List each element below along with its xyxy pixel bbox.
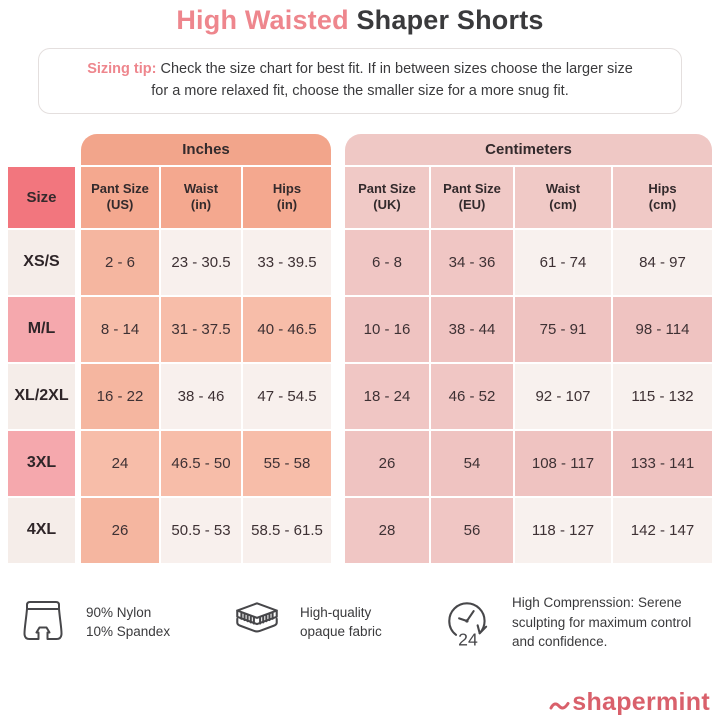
column-header-hips-in: Hips (in) xyxy=(243,166,331,228)
clock-24-icon: 24 xyxy=(442,595,496,649)
data-cell: 98 - 114 xyxy=(613,296,712,362)
column-header-waist-in: Waist (in) xyxy=(161,166,241,228)
data-cell: 23 - 30.5 xyxy=(161,229,241,295)
data-cell: 108 - 117 xyxy=(515,430,611,496)
brand-logo: shapermint xyxy=(549,688,710,717)
data-cell: 56 xyxy=(431,497,513,563)
title-highlight: High Waisted xyxy=(176,5,349,35)
inches-table: Inches Pant Size (US) Waist (in) Hips (i… xyxy=(81,133,331,563)
data-cell: 28 xyxy=(345,497,429,563)
data-cell: 54 xyxy=(431,430,513,496)
data-cell: 118 - 127 xyxy=(515,497,611,563)
centimeters-group-header: Centimeters xyxy=(345,133,712,165)
data-cell: 47 - 54.5 xyxy=(243,363,331,429)
data-cell: 115 - 132 xyxy=(613,363,712,429)
feature-compression: 24 High Comprenssion: Serene sculpting f… xyxy=(442,593,704,652)
data-cell: 40 - 46.5 xyxy=(243,296,331,362)
data-cell: 142 - 147 xyxy=(613,497,712,563)
data-cell: 38 - 46 xyxy=(161,363,241,429)
data-cell: 31 - 37.5 xyxy=(161,296,241,362)
data-cell: 133 - 141 xyxy=(613,430,712,496)
size-cell: XL/2XL xyxy=(8,363,75,429)
data-cell: 55 - 58 xyxy=(243,430,331,496)
data-cell: 26 xyxy=(345,430,429,496)
size-cell: 4XL xyxy=(8,497,75,563)
column-header-pant-size-us: Pant Size (US) xyxy=(81,166,159,228)
logo-squiggle-icon xyxy=(549,701,570,709)
data-cell: 6 - 8 xyxy=(345,229,429,295)
feature-text: 90% Nylon 10% Spandex xyxy=(86,604,171,640)
size-cell: M/L xyxy=(8,296,75,362)
size-cell: XS/S xyxy=(8,229,75,295)
data-cell: 10 - 16 xyxy=(345,296,429,362)
data-cell: 46 - 52 xyxy=(431,363,513,429)
column-header-waist-cm: Waist (cm) xyxy=(515,166,611,228)
svg-text:24: 24 xyxy=(458,630,478,650)
data-cell: 34 - 36 xyxy=(431,229,513,295)
data-cell: 16 - 22 xyxy=(81,363,159,429)
size-header-cell: Size xyxy=(8,166,75,228)
sizing-tip-text: Check the size chart for best fit. If in… xyxy=(151,61,633,100)
title-rest: Shaper Shorts xyxy=(348,5,544,35)
data-cell: 2 - 6 xyxy=(81,229,159,295)
data-cell: 33 - 39.5 xyxy=(243,229,331,295)
feature-text: High-quality opaque fabric xyxy=(300,604,382,640)
inches-group-header: Inches xyxy=(81,133,331,165)
data-cell: 24 xyxy=(81,430,159,496)
column-header-pant-size-eu: Pant Size (EU) xyxy=(431,166,513,228)
feature-material: 90% Nylon 10% Spandex xyxy=(16,596,230,648)
page-title: High Waisted Shaper Shorts xyxy=(0,0,720,36)
size-column: Size XS/S M/L XL/2XL 3XL 4XL xyxy=(8,134,75,563)
feature-text: High Comprenssion: Serene sculpting for … xyxy=(512,594,692,650)
sizing-tip-box: Sizing tip: Check the size chart for bes… xyxy=(38,48,682,114)
data-cell: 58.5 - 61.5 xyxy=(243,497,331,563)
data-cell: 18 - 24 xyxy=(345,363,429,429)
size-column-spacer xyxy=(8,134,75,165)
feature-fabric: High-quality opaque fabric xyxy=(230,598,442,646)
size-chart: Size XS/S M/L XL/2XL 3XL 4XL Inches Pant… xyxy=(0,133,720,563)
features: 90% Nylon 10% Spandex High-quality opaqu… xyxy=(0,593,720,652)
data-cell: 38 - 44 xyxy=(431,296,513,362)
centimeters-table: Centimeters Pant Size (UK) Pant Size (EU… xyxy=(345,133,712,563)
sizing-tip-label: Sizing tip: xyxy=(87,61,157,77)
logo-text: shapermint xyxy=(572,688,710,716)
column-header-hips-cm: Hips (cm) xyxy=(613,166,712,228)
shorts-icon xyxy=(16,596,70,648)
data-cell: 92 - 107 xyxy=(515,363,611,429)
column-header-pant-size-uk: Pant Size (UK) xyxy=(345,166,429,228)
data-cell: 61 - 74 xyxy=(515,229,611,295)
data-cell: 75 - 91 xyxy=(515,296,611,362)
size-cell: 3XL xyxy=(8,430,75,496)
fabric-icon xyxy=(230,598,284,646)
data-cell: 26 xyxy=(81,497,159,563)
data-cell: 46.5 - 50 xyxy=(161,430,241,496)
data-cell: 8 - 14 xyxy=(81,296,159,362)
data-cell: 50.5 - 53 xyxy=(161,497,241,563)
data-cell: 84 - 97 xyxy=(613,229,712,295)
